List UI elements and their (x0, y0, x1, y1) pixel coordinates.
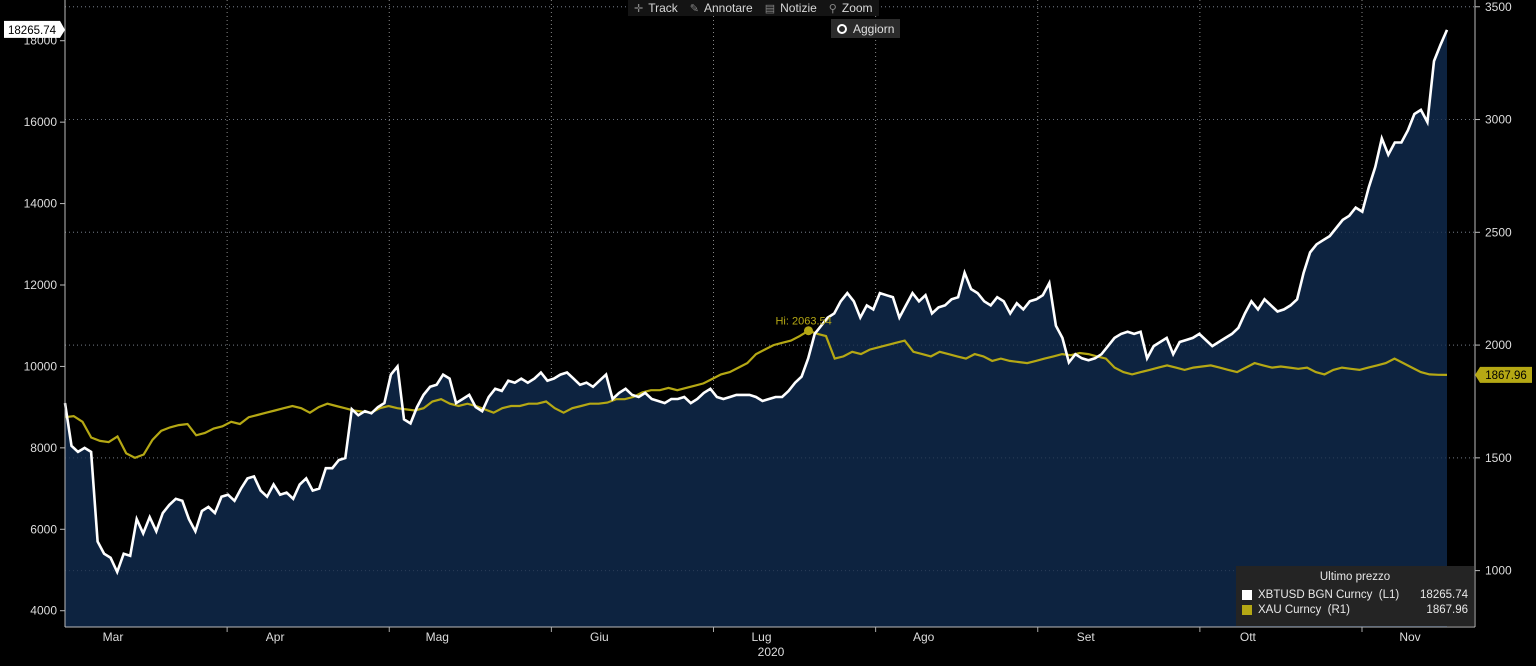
left-tick-label: 12000 (24, 278, 58, 292)
news-icon: ▤ (764, 2, 776, 15)
legend-value: 1867.96 (1426, 603, 1468, 616)
refresh-icon (837, 23, 847, 34)
legend-swatch-gold (1242, 604, 1252, 615)
right-tick-label: 2500 (1485, 225, 1512, 239)
xbtusd-last-label: 18265.74 (8, 25, 57, 37)
xbtusd-area (65, 29, 1447, 627)
x-tick-label: Mag (426, 630, 449, 644)
left-tick-label: 14000 (24, 197, 58, 211)
news-button[interactable]: ▤ Notizie (759, 0, 823, 16)
right-tick-label: 3500 (1485, 0, 1512, 14)
xau-last-label: 1867.96 (1485, 370, 1527, 382)
chart-toolbar: ✛ Track ✎ Annotare ▤ Notizie ⚲ Zoom (628, 0, 879, 16)
legend-name: XBTUSD BGN Curncy (L1) (1258, 588, 1400, 601)
legend-value: 18265.74 (1420, 588, 1468, 601)
annotate-button[interactable]: ✎ Annotare (684, 0, 759, 16)
x-year-label: 2020 (758, 645, 785, 659)
x-tick-label: Mar (103, 630, 124, 644)
legend-header: Ultimo prezzo (1319, 571, 1391, 583)
right-tick-label: 1000 (1485, 564, 1512, 578)
right-tick-label: 1500 (1485, 451, 1512, 465)
refresh-button[interactable]: Aggiorn (831, 19, 901, 38)
x-tick-label: Apr (266, 630, 285, 644)
refresh-label: Aggiorn (853, 21, 895, 36)
legend-name: XAU Curncy (R1) (1258, 603, 1351, 616)
legend: Ultimo prezzo XBTUSD BGN Curncy (L1) 182… (1236, 566, 1474, 626)
x-tick-label: Ago (913, 630, 935, 644)
track-button[interactable]: ✛ Track (628, 0, 684, 16)
legend-swatch-white (1242, 589, 1252, 600)
crosshair-icon: ✛ (634, 2, 644, 15)
left-tick-label: 8000 (30, 441, 57, 455)
legend-item-xbtusd[interactable]: XBTUSD BGN Curncy (L1) 18265.74 (1236, 587, 1474, 602)
xbtusd-line (63, 29, 1449, 576)
xau-line (64, 329, 1448, 460)
left-tick-label: 10000 (24, 359, 58, 373)
news-label: Notizie (780, 1, 817, 15)
xau-last-label-box (1475, 366, 1532, 383)
xau-high-marker (803, 326, 813, 336)
track-label: Track (648, 1, 678, 15)
x-tick-label: Nov (1399, 630, 1420, 644)
x-tick-label: Set (1077, 630, 1096, 644)
left-tick-label: 16000 (24, 115, 58, 129)
zoom-label: Zoom (841, 1, 873, 15)
left-tick-label: 4000 (30, 604, 57, 618)
magnifier-icon: ⚲ (828, 2, 837, 15)
xbtusd-last-label-box (4, 20, 60, 38)
x-tick-label: Giu (590, 630, 609, 644)
legend-item-xau[interactable]: XAU Curncy (R1) 1867.96 (1236, 602, 1474, 617)
x-tick-label: Lug (751, 630, 771, 644)
right-tick-label: 3000 (1485, 113, 1512, 127)
zoom-button[interactable]: ⚲ Zoom (823, 0, 879, 16)
xau-high-label: Hi: 2063.54 (775, 316, 831, 328)
x-tick-label: Ott (1240, 630, 1257, 644)
right-tick-label: 2000 (1485, 338, 1512, 352)
pencil-icon: ✎ (689, 2, 699, 15)
left-tick-label: 6000 (30, 522, 57, 536)
annotate-label: Annotare (704, 1, 753, 15)
xbtusd-last-label-arrow (60, 20, 65, 38)
